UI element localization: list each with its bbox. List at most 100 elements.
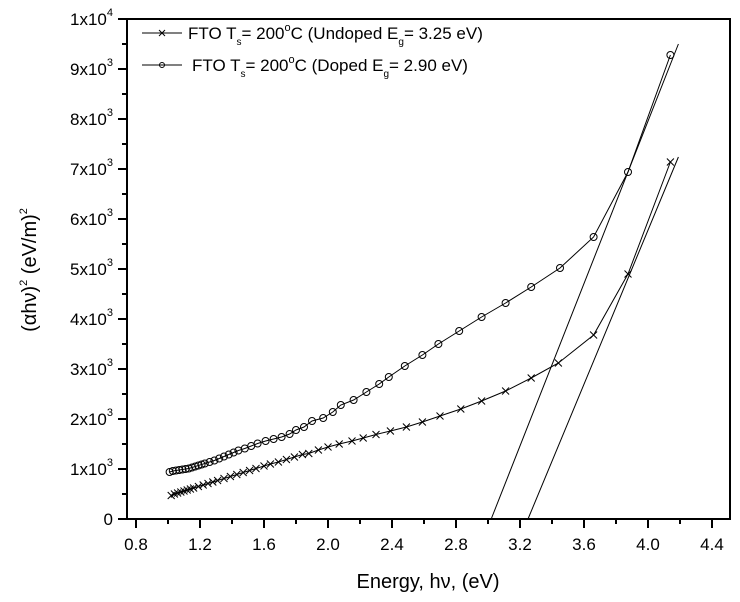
x-axis-title: Energy, hν, (eV) xyxy=(356,571,499,593)
marker-cross-stroke xyxy=(260,462,268,470)
data-point-undoped xyxy=(304,449,313,458)
legend-marker-doped xyxy=(159,62,165,68)
y-tick-label: 1x104 xyxy=(70,7,113,29)
data-point-undoped xyxy=(298,450,307,459)
x-tick-label: 2.4 xyxy=(380,535,404,554)
marker-cross-stroke xyxy=(335,440,344,448)
marker-cross-stroke xyxy=(304,449,313,458)
data-point-doped xyxy=(224,450,233,459)
data-point-doped xyxy=(556,264,564,272)
data-point-undoped xyxy=(274,458,283,466)
data-point-doped xyxy=(200,459,209,468)
data-point-doped xyxy=(269,435,278,443)
y-tick-label: 7x103 xyxy=(70,157,113,179)
data-point-doped xyxy=(300,423,308,431)
y-axis-title-exp1: 2 xyxy=(18,280,30,286)
y-tick-label: 6x103 xyxy=(70,207,113,229)
marker-cross-stroke xyxy=(402,423,411,431)
legend-item-undoped: FTO Ts= 200oC (Undoped Eg= 3.25 eV) xyxy=(142,22,483,48)
data-point-undoped xyxy=(501,387,510,395)
data-point-doped xyxy=(319,414,328,422)
tangent-line-doped xyxy=(490,43,679,520)
y-axis-title-part1: (αhν) xyxy=(19,286,41,332)
data-point-doped xyxy=(261,437,270,445)
marker-cross-stroke xyxy=(436,412,444,420)
data-point-doped xyxy=(336,401,345,409)
marker-cross-stroke xyxy=(194,482,203,491)
data-point-doped xyxy=(527,283,536,291)
marker-cross-stroke xyxy=(348,437,356,445)
marker-cross-stroke xyxy=(359,434,368,442)
marker-cross-stroke xyxy=(456,405,465,413)
legend-item-doped: FTO Ts= 200oC (Doped Eg= 2.90 eV) xyxy=(142,54,468,80)
data-point-doped xyxy=(455,327,464,335)
data-point-doped xyxy=(666,51,675,59)
data-point-undoped xyxy=(232,470,241,479)
data-point-doped xyxy=(215,454,224,463)
marker-cross-stroke xyxy=(624,270,632,278)
y-tick-label: 0 xyxy=(104,510,113,529)
x-tick-label: 0.8 xyxy=(124,535,148,554)
data-point-doped xyxy=(205,458,214,466)
marker-cross-stroke xyxy=(372,430,380,439)
y-tick-label: 9x103 xyxy=(70,57,113,79)
data-point-doped xyxy=(589,233,598,241)
data-point-undoped xyxy=(527,374,536,382)
y-tick-label: 8x103 xyxy=(70,107,113,129)
x-tick-label: 2.0 xyxy=(316,535,340,554)
x-tick-label: 3.6 xyxy=(572,535,596,554)
data-point-undoped xyxy=(314,446,323,454)
series-line-doped xyxy=(169,54,671,473)
marker-cross-stroke xyxy=(189,484,198,492)
data-point-doped xyxy=(418,351,427,359)
marker-cross-stroke xyxy=(220,474,228,483)
x-tick-label: 4.0 xyxy=(636,535,660,554)
data-point-undoped xyxy=(239,468,248,477)
plot-frame xyxy=(126,18,731,520)
y-tick-label: 5x103 xyxy=(70,257,113,279)
data-point-doped xyxy=(229,448,238,457)
marker-cross-stroke xyxy=(527,374,536,382)
data-point-doped xyxy=(362,388,371,396)
data-point-undoped xyxy=(208,478,217,486)
data-point-undoped xyxy=(456,405,465,413)
data-point-doped xyxy=(501,299,510,307)
data-point-doped xyxy=(349,396,358,404)
data-point-doped xyxy=(375,380,384,388)
data-point-doped xyxy=(292,426,300,434)
marker-cross-stroke xyxy=(213,476,222,485)
data-point-undoped xyxy=(266,460,275,468)
data-point-undoped xyxy=(204,479,212,488)
data-point-undoped xyxy=(335,440,344,448)
data-point-undoped xyxy=(189,484,198,492)
tangent-line-undoped xyxy=(527,156,679,520)
legend-label-doped: FTO Ts= 200oC (Doped Eg= 2.90 eV) xyxy=(192,54,468,80)
marker-cross-stroke xyxy=(290,453,299,461)
data-point-doped xyxy=(328,408,337,416)
data-point-doped xyxy=(277,433,286,441)
data-point-doped xyxy=(285,430,294,438)
data-point-undoped xyxy=(260,462,268,470)
data-point-undoped xyxy=(213,476,222,485)
data-point-doped xyxy=(400,362,409,370)
data-point-undoped xyxy=(436,412,444,420)
data-point-undoped xyxy=(348,437,356,445)
data-point-undoped xyxy=(252,464,260,473)
marker-cross-stroke xyxy=(245,466,254,475)
y-axis-title: (αhν)2 (eV/m)2 xyxy=(18,208,41,332)
marker-cross-stroke xyxy=(314,446,323,454)
data-point-undoped xyxy=(220,474,228,483)
data-point-undoped xyxy=(666,158,675,166)
marker-cross-stroke xyxy=(589,331,598,339)
y-tick-label: 3x103 xyxy=(70,357,113,379)
data-point-undoped xyxy=(554,359,563,367)
data-point-doped xyxy=(197,460,206,469)
y-tick-label: 2x103 xyxy=(70,407,113,429)
data-point-undoped xyxy=(290,453,299,461)
data-point-undoped xyxy=(324,443,332,451)
marker-cross-stroke xyxy=(274,458,283,466)
marker-cross-stroke xyxy=(298,450,307,459)
x-tick-label: 4.4 xyxy=(700,535,724,554)
data-point-undoped xyxy=(359,434,368,442)
